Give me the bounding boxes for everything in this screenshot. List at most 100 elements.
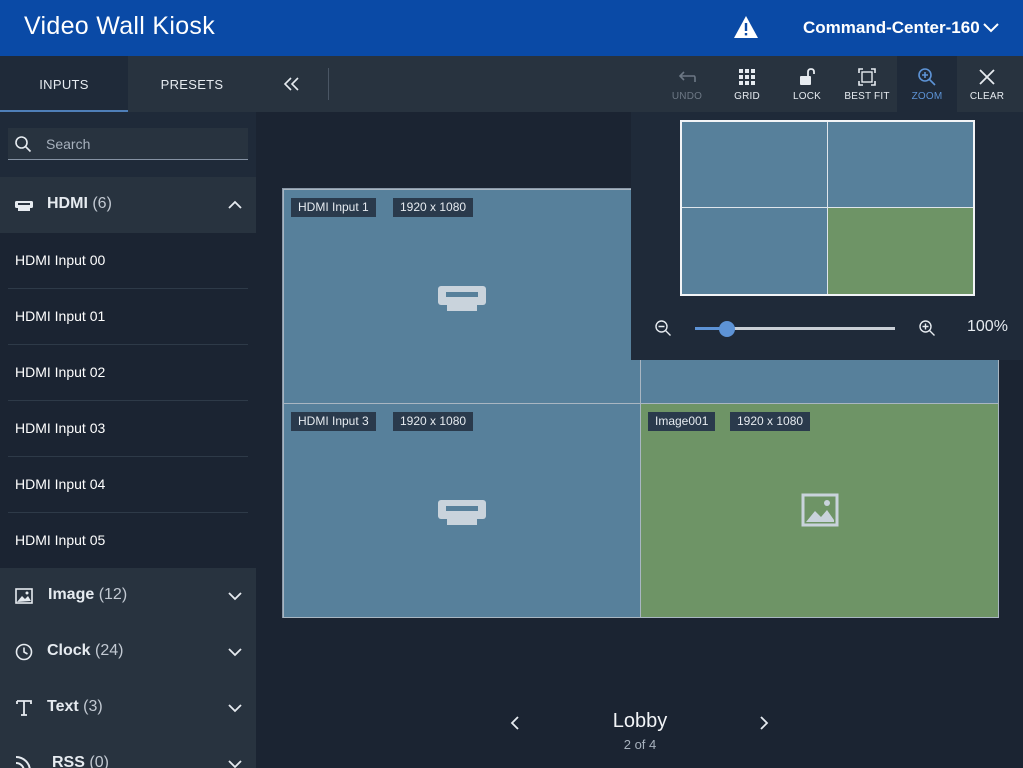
list-item[interactable]: HDMI Input 04 [8,457,248,513]
preset-name: Lobby [612,710,668,732]
hdmi-icon [438,500,486,525]
sidebar-tabs: INPUTS PRESETS [0,56,256,112]
chevron-right-icon[interactable] [755,714,773,732]
room-selector[interactable]: Command-Center-160 [803,18,980,37]
grid-label: GRID [734,91,760,102]
slider-thumb[interactable] [719,321,735,337]
category-count: (24) [95,642,124,659]
list-item[interactable]: HDMI Input 02 [8,345,248,401]
toolbar: UNDO GRID LOCK BEST FIT ZOOM [256,56,1023,112]
category-count: (12) [98,586,128,603]
wall-minimap[interactable] [680,120,975,296]
list-item-label: HDMI Input 00 [15,252,106,268]
category-label: Clock [47,642,91,659]
list-item-label: HDMI Input 01 [15,308,106,324]
chevron-left-icon[interactable] [506,714,524,732]
search-input[interactable] [46,128,242,159]
chevron-down-icon[interactable] [227,588,243,604]
clear-button[interactable]: CLEAR [957,56,1017,112]
list-item-label: HDMI Input 02 [15,364,106,380]
search-box [8,128,248,160]
clock-icon [15,643,33,661]
app-title: Video Wall Kiosk [24,12,215,40]
tab-inputs[interactable]: INPUTS [0,56,128,112]
unlock-icon [800,68,815,85]
resolution-tag: 1920 x 1080 [393,412,474,431]
grid-button[interactable]: GRID [717,56,777,112]
best-fit-button[interactable]: BEST FIT [837,56,897,112]
list-item-label: HDMI Input 04 [15,476,106,492]
zoom-value: 100% [967,318,1008,335]
category-label: RSS [52,754,85,768]
undo-button[interactable]: UNDO [657,56,717,112]
minimap-cell [828,208,973,294]
lock-label: LOCK [792,91,822,102]
category-count: (0) [89,754,109,768]
category-count: (3) [83,698,103,715]
wall-cell-image001[interactable]: Image001 1920 x 1080 [640,403,999,618]
search-icon [15,136,32,153]
lock-button[interactable]: LOCK [777,56,837,112]
resolution-tag: 1920 x 1080 [393,198,474,217]
zoom-label: ZOOM [911,91,943,102]
category-count: (6) [92,195,112,212]
minimap-cell [828,122,973,208]
slider-fill [695,327,727,330]
zoom-panel: 100% [631,112,1023,360]
category-image[interactable]: Image (12) [0,568,256,624]
undo-label: UNDO [671,91,703,102]
list-item-label: HDMI Input 05 [15,532,106,548]
zoom-in-icon[interactable] [918,319,936,337]
zoom-out-icon[interactable] [654,319,672,337]
zoom-slider[interactable] [695,321,895,337]
list-item[interactable]: HDMI Input 01 [8,289,248,345]
image-icon [15,588,33,604]
minimap-cell [682,122,828,208]
hdmi-icon [438,286,486,311]
list-item-label: HDMI Input 03 [15,420,106,436]
source-name-tag: Image001 [648,412,716,431]
clear-label: CLEAR [969,91,1005,102]
close-icon [979,69,995,85]
list-item[interactable]: HDMI Input 03 [8,401,248,457]
chevron-down-icon[interactable] [227,756,243,768]
category-clock[interactable]: Clock (24) [0,624,256,680]
zoom-button[interactable]: ZOOM [897,56,957,112]
source-name-tag: HDMI Input 1 [291,198,376,217]
rss-icon [15,756,31,768]
minimap-cell [682,208,828,294]
category-text[interactable]: Text (3) [0,680,256,736]
text-icon [16,700,32,716]
category-label: HDMI [47,195,88,212]
toolbar-divider [328,68,329,100]
warning-icon[interactable] [733,15,759,39]
collapse-sidebar-icon[interactable] [282,74,302,94]
grid-icon [739,69,755,85]
category-hdmi[interactable]: HDMI (6) [0,177,256,233]
sidebar: INPUTS PRESETS HDMI (6) HDMI Input 00 HD… [0,56,256,768]
best-fit-label: BEST FIT [844,91,890,102]
list-item[interactable]: HDMI Input 00 [8,233,248,289]
wall-cell-hdmi-input-1[interactable]: HDMI Input 1 1920 x 1080 [283,189,641,404]
preset-position: 2 of 4 [623,737,657,752]
tab-presets[interactable]: PRESETS [160,76,224,92]
category-rss[interactable]: RSS (0) [0,736,256,768]
zoom-icon [918,68,936,86]
best-fit-icon [858,68,876,86]
chevron-down-icon[interactable] [227,644,243,660]
image-icon [801,493,839,527]
undo-icon [678,71,696,82]
wall-cell-hdmi-input-3[interactable]: HDMI Input 3 1920 x 1080 [283,403,641,618]
chevron-down-icon[interactable] [227,700,243,716]
source-name-tag: HDMI Input 3 [291,412,376,431]
category-label: Image [48,586,95,603]
chevron-down-icon[interactable] [982,20,1000,36]
hdmi-icon [15,201,33,211]
list-item[interactable]: HDMI Input 05 [8,513,248,569]
resolution-tag: 1920 x 1080 [730,412,811,431]
hdmi-input-list: HDMI Input 00 HDMI Input 01 HDMI Input 0… [0,233,256,569]
chevron-up-icon[interactable] [227,197,243,213]
app-header: Video Wall Kiosk Command-Center-160 [0,0,1023,56]
slider-track [695,327,895,330]
category-label: Text [47,698,79,715]
